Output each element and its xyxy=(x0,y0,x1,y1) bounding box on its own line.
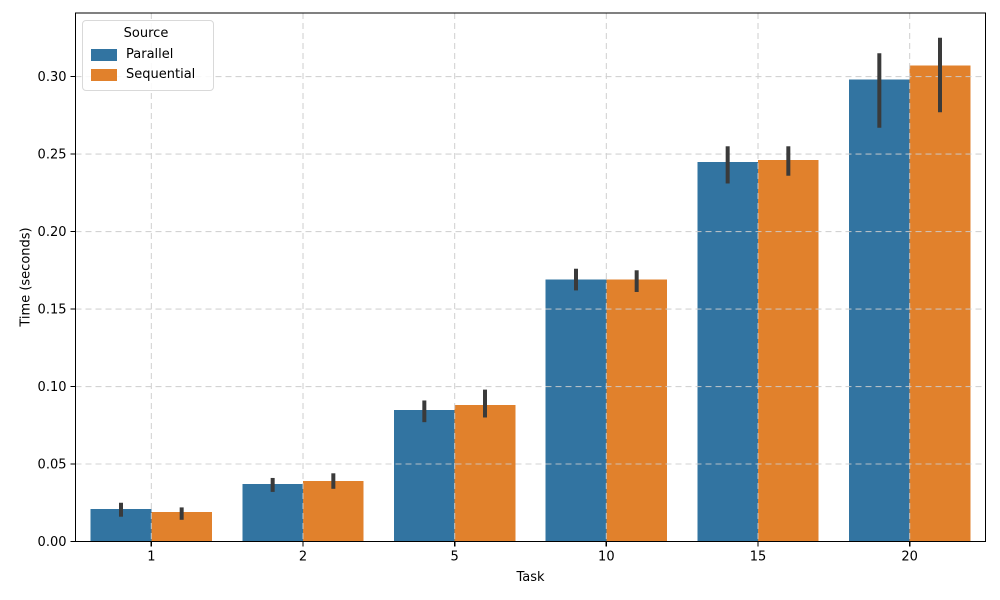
bar-parallel-task-15 xyxy=(697,161,758,542)
x-tick-label-task-2: 2 xyxy=(299,550,307,565)
bar-sequential-task-2 xyxy=(303,481,364,542)
bar-sequential-task-20 xyxy=(909,65,971,542)
legend-label-parallel: Parallel xyxy=(126,47,174,62)
legend-title: Source xyxy=(123,26,169,41)
bar-sequential-task-5 xyxy=(454,405,516,542)
y-tick-label-0.25: 0.25 xyxy=(38,148,67,163)
x-tick-label-task-10: 10 xyxy=(598,550,615,565)
bar-sequential-task-10 xyxy=(606,279,667,542)
y-tick-label-0.30: 0.30 xyxy=(38,70,67,85)
legend-item-sequential: Sequential xyxy=(91,67,201,82)
y-tick-label-0.20: 0.20 xyxy=(38,225,67,240)
legend-item-parallel: Parallel xyxy=(91,47,201,62)
x-tick-label-task-5: 5 xyxy=(451,550,459,565)
bar-parallel-task-20 xyxy=(849,79,910,542)
plot-border xyxy=(74,12,987,543)
bar-parallel-task-10 xyxy=(545,279,607,542)
bar-sequential-task-15 xyxy=(758,160,819,542)
legend: Source Parallel Sequential xyxy=(82,20,214,91)
y-axis-label: Time (seconds) xyxy=(18,227,34,327)
x-tick-label-task-1: 1 xyxy=(147,550,155,565)
x-axis-label: Task xyxy=(516,570,545,585)
parallel-swatch-icon xyxy=(91,48,117,61)
y-tick-label-0.15: 0.15 xyxy=(38,303,67,318)
bar-parallel-task-2 xyxy=(242,484,303,542)
y-tick-label-0.10: 0.10 xyxy=(38,380,67,395)
bar-parallel-task-5 xyxy=(394,409,455,542)
x-tick-label-task-20: 20 xyxy=(901,550,918,565)
sequential-swatch-icon xyxy=(91,68,117,81)
y-tick-label-0.05: 0.05 xyxy=(38,458,67,473)
legend-label-sequential: Sequential xyxy=(126,67,196,82)
x-tick-label-task-15: 15 xyxy=(750,550,767,565)
y-tick-label-0.00: 0.00 xyxy=(38,535,67,550)
